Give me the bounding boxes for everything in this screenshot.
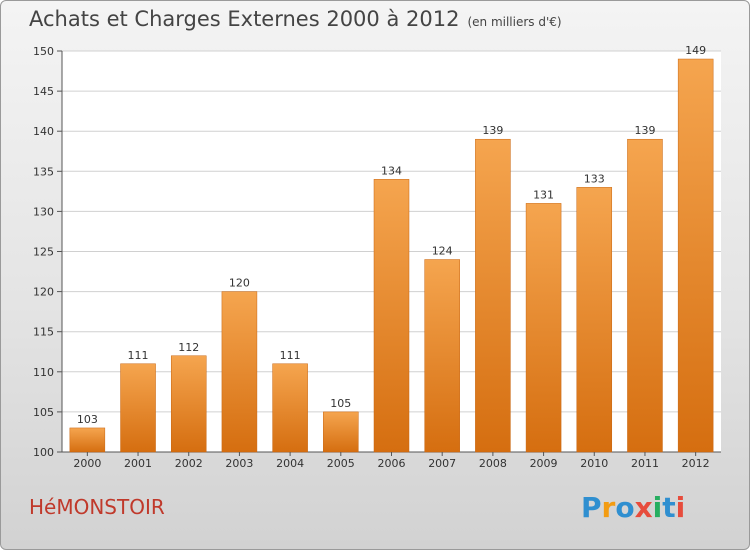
chart-title: Achats et Charges Externes 2000 à 2012 (e…	[29, 7, 562, 31]
data-label-2008: 139	[482, 124, 503, 137]
data-label-2004: 111	[280, 349, 301, 362]
data-label-2002: 112	[178, 341, 199, 354]
y-tick-label-110: 110	[33, 366, 54, 379]
x-tick-label-2010: 2010	[580, 457, 608, 470]
bar-2003	[221, 291, 258, 453]
bar-2009	[525, 203, 562, 453]
bar-2008	[475, 138, 511, 453]
x-tick-label-2008: 2008	[479, 457, 507, 470]
proxiti-logo: Proxiti	[581, 491, 685, 524]
data-label-2000: 103	[77, 413, 98, 426]
y-tick-label-135: 135	[33, 165, 54, 178]
bar-2012	[677, 58, 714, 453]
svg-text:Proxiti: Proxiti	[581, 491, 685, 524]
bar-2006	[373, 179, 410, 453]
bar-2007	[424, 259, 460, 453]
y-tick-label-125: 125	[33, 246, 54, 259]
data-label-2001: 111	[128, 349, 149, 362]
x-tick-label-2006: 2006	[378, 457, 406, 470]
x-tick-label-2009: 2009	[530, 457, 558, 470]
bar-2005	[323, 411, 359, 453]
data-label-2009: 131	[533, 188, 554, 201]
commune-name: HéMONSTOIR	[29, 495, 165, 519]
x-tick-label-2004: 2004	[276, 457, 304, 470]
x-tick-label-2003: 2003	[225, 457, 253, 470]
y-tick-label-130: 130	[33, 205, 54, 218]
chart-subtitle: (en milliers d'€)	[467, 15, 562, 29]
bar-2004	[272, 363, 308, 453]
x-tick-label-2001: 2001	[124, 457, 152, 470]
x-tick-label-2000: 2000	[73, 457, 101, 470]
x-tick-label-2011: 2011	[631, 457, 659, 470]
x-tick-label-2012: 2012	[682, 457, 710, 470]
data-label-2012: 149	[685, 44, 706, 57]
data-label-2006: 134	[381, 164, 402, 177]
y-tick-label-115: 115	[33, 326, 54, 339]
y-tick-label-105: 105	[33, 406, 54, 419]
bar-2000	[69, 427, 106, 453]
data-label-2003: 120	[229, 277, 250, 290]
y-tick-label-150: 150	[33, 45, 54, 58]
y-tick-label-120: 120	[33, 286, 54, 299]
bar-2011	[627, 138, 663, 453]
y-tick-label-100: 100	[33, 446, 54, 459]
x-tick-label-2005: 2005	[327, 457, 355, 470]
data-label-2007: 124	[432, 245, 453, 258]
bar-2002	[170, 355, 207, 453]
y-tick-label-145: 145	[33, 85, 54, 98]
y-tick-label-140: 140	[33, 125, 54, 138]
chart-title-text: Achats et Charges Externes 2000 à 2012	[29, 7, 460, 31]
bar-2001	[120, 363, 156, 453]
data-label-2010: 133	[584, 172, 605, 185]
x-tick-label-2007: 2007	[428, 457, 456, 470]
bar-2010	[576, 187, 613, 453]
data-label-2011: 139	[634, 124, 655, 137]
x-tick-label-2002: 2002	[175, 457, 203, 470]
data-label-2005: 105	[330, 397, 351, 410]
